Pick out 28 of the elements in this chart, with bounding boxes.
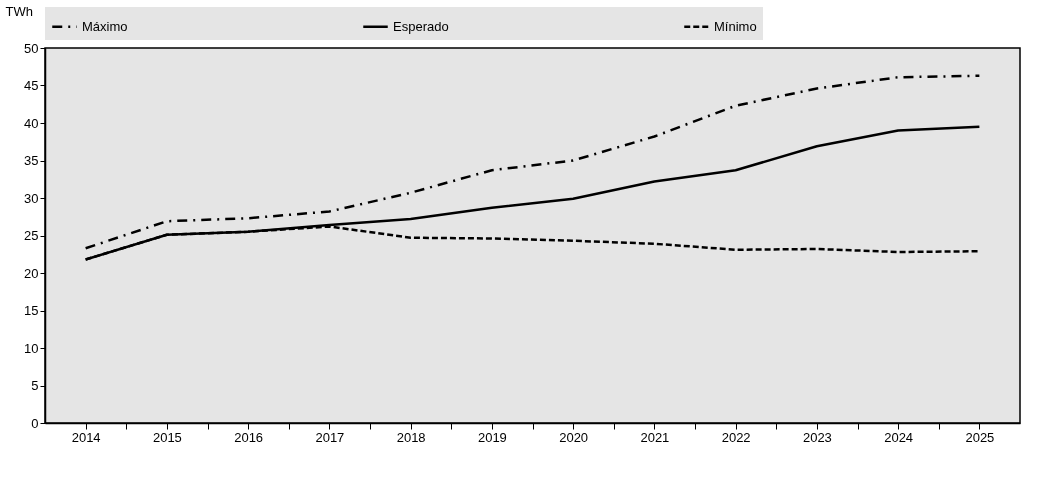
y-tick-label: 10 xyxy=(24,340,39,356)
x-tick-label: 2015 xyxy=(152,429,182,445)
x-tick-label: 2018 xyxy=(396,429,426,445)
y-tick-label: 30 xyxy=(24,190,39,206)
line-series xyxy=(84,74,981,250)
x-tick-label: 2024 xyxy=(884,429,914,445)
x-tick-label: 2025 xyxy=(965,429,995,445)
y-tick-label: 5 xyxy=(31,378,39,393)
legend-label: Máximo xyxy=(82,18,128,34)
legend-label: Mínimo xyxy=(714,18,757,34)
y-tick-label: 20 xyxy=(24,265,39,281)
y-tick-label: 50 xyxy=(24,40,39,56)
x-tick-label: 2020 xyxy=(559,429,589,445)
x-tick-label: 2019 xyxy=(477,429,507,445)
x-tick-label: 2023 xyxy=(802,429,832,445)
y-axis-title: TWh xyxy=(5,3,33,19)
legend-label: Esperado xyxy=(393,18,449,34)
y-tick-label: 45 xyxy=(24,78,39,93)
y-tick-label: 25 xyxy=(24,228,39,243)
x-tick-label: 2017 xyxy=(315,429,345,445)
y-tick-label: 0 xyxy=(31,415,39,431)
y-tick-label: 15 xyxy=(24,303,39,318)
x-tick-label: 2021 xyxy=(640,429,670,445)
y-tick-label: 40 xyxy=(24,115,39,131)
x-tick-label: 2014 xyxy=(71,429,101,445)
x-tick-label: 2016 xyxy=(234,429,264,445)
x-tick-label: 2022 xyxy=(721,429,751,445)
y-tick-label: 35 xyxy=(24,153,39,168)
